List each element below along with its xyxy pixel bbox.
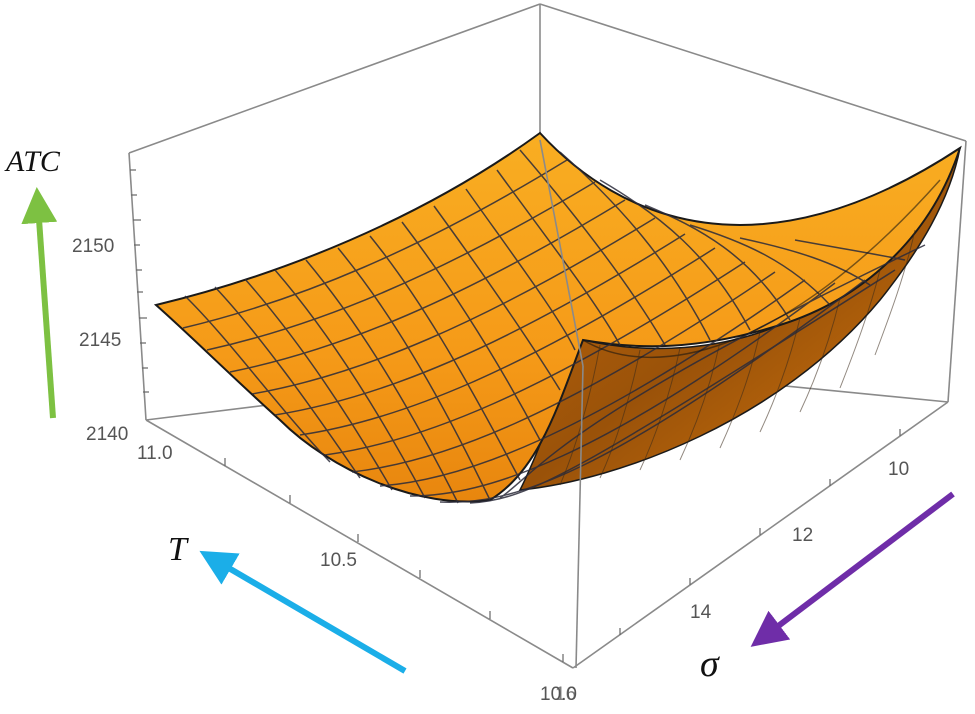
z-axis-title: ATC [6,145,60,178]
y-axis-title: σ [700,643,719,685]
sigma-tick-12: 12 [792,525,814,546]
surface-side-face [518,147,961,491]
t-tick-10-0: 10.0 [540,684,577,705]
surface-top-face [153,131,962,503]
axis-ticks [130,169,901,662]
t-arrow [199,550,407,674]
sigma-arrow [750,491,955,647]
sigma-tick-16: 16 [555,684,577,705]
x-axis-title: T [168,531,187,568]
sigma-tick-14: 14 [690,602,712,623]
atc-arrow [21,187,58,419]
t-tick-11-0: 11.0 [137,443,173,464]
z-tick-2145: 2145 [79,330,122,351]
t-tick-10-5: 10.5 [320,550,357,571]
sigma-tick-10: 10 [888,459,910,480]
z-tick-2140: 2140 [86,424,129,445]
z-tick-2150: 2150 [72,236,115,257]
surface-mesh [182,149,926,504]
